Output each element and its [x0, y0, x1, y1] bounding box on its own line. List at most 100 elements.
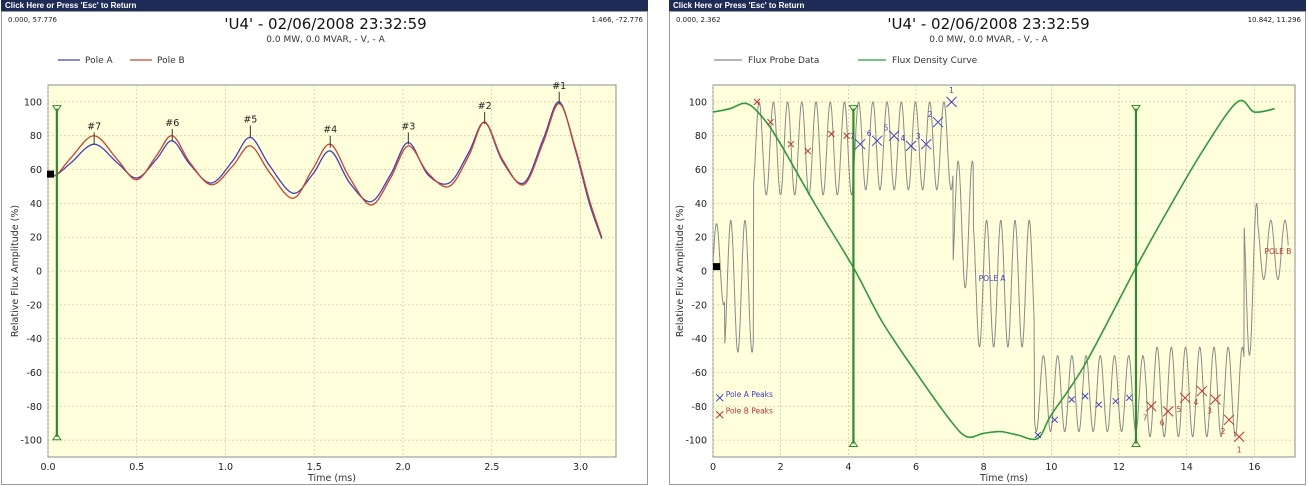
cursor-handle	[713, 263, 720, 271]
y-tick-label: 100	[689, 97, 707, 108]
y-tick-label: 40	[695, 199, 707, 210]
y-tick-label: 100	[24, 97, 42, 108]
pole-b-peak-marker	[1233, 431, 1245, 443]
legend-label: Pole B	[157, 56, 185, 66]
pole-b-peak-label: 7	[1143, 413, 1148, 422]
peak-label: #4	[323, 125, 337, 136]
chart-title: 'U4' - 02/06/2008 23:32:59	[224, 15, 426, 33]
pole-a-peak-marker	[946, 96, 957, 108]
grid	[712, 85, 1295, 457]
peak-label: #2	[478, 101, 492, 112]
y-tick-label: -60	[691, 368, 707, 379]
y-tick-label: 40	[30, 199, 42, 210]
x-tick-label: 2.0	[395, 462, 410, 473]
legend-label: Pole A	[85, 56, 114, 66]
pole-a-peak-marker	[1051, 416, 1059, 424]
y-tick-label: 60	[695, 165, 707, 176]
x-tick-label: 2	[778, 462, 784, 473]
x-tick-label: 1.0	[218, 462, 233, 473]
pole-b-peak-label: 1	[1237, 446, 1242, 455]
flux-probe-chart: 'U4' - 02/06/2008 23:32:59 0.0 MW, 0.0 MV…	[675, 15, 1302, 484]
pole-b-peak-marker	[1196, 385, 1208, 397]
pole-a-peak-label: 2	[928, 110, 933, 119]
return-bar-right[interactable]: Click Here or Press 'Esc' to Return	[669, 0, 1306, 11]
y-tick-label: 0	[36, 267, 42, 278]
pole-b-peak-label: 6	[1160, 418, 1165, 427]
pole-b-peak-marker	[1223, 414, 1235, 426]
pole-b-peak-label: 2	[1221, 427, 1226, 436]
pole-a-peak-label: 3	[916, 132, 921, 141]
pole-a-label: POLE A	[979, 274, 1007, 283]
pole-b-peak-marker	[1145, 400, 1157, 412]
x-tick-label: 16	[1248, 462, 1260, 473]
pole-b-legend-label: Pole B Peaks	[726, 407, 773, 416]
cursor-top-marker	[51, 105, 62, 113]
chart-panel-left: 'U4' - 02/06/2008 23:32:59 0.0 MW, 0.0 MV…	[1, 11, 648, 485]
x-tick-label: 3.0	[573, 462, 588, 473]
x-axis-label: Time (ms)	[307, 473, 356, 484]
peak-label: #7	[87, 121, 101, 132]
pole-b-label: POLE B	[1265, 247, 1292, 256]
pole-b-peak-marker	[787, 140, 795, 148]
pole-a-peak-marker	[1081, 392, 1089, 400]
cursor-bottom-marker	[51, 432, 62, 441]
pole-b-peak-marker	[828, 130, 835, 138]
x-tick-label: 0.5	[129, 462, 144, 473]
flux-density-series	[712, 99, 1275, 441]
y-tick-label: -100	[685, 436, 707, 447]
pole-b-peak-label: 5	[1177, 405, 1182, 414]
corner-left-readout: 0.000, 57.776	[8, 16, 58, 24]
pole-a-peak-marker	[1034, 431, 1042, 439]
pole-a-peak-label: 1	[949, 86, 954, 95]
pole-b-peak-marker	[1162, 405, 1174, 417]
pole-a-peak-marker	[1095, 401, 1103, 408]
pole-b-peak-marker	[1210, 394, 1221, 405]
pole-a-peak-marker	[888, 130, 900, 142]
pole-a-peak-marker	[871, 135, 883, 147]
x-tick-label: 14	[1181, 462, 1193, 473]
pole-a-peak-label: 7	[850, 132, 855, 141]
return-bar-left[interactable]: Click Here or Press 'Esc' to Return	[1, 0, 648, 11]
y-tick-label: 80	[695, 131, 707, 142]
corner-right-readout: 10.842, 11.296	[1248, 16, 1302, 24]
pole-a-peak-marker	[920, 138, 932, 150]
y-tick-label: -20	[691, 300, 707, 311]
corner-right-readout: 1.466, -72.776	[591, 16, 643, 24]
y-tick-label: -100	[20, 436, 42, 447]
peak-label: #6	[165, 118, 179, 129]
y-tick-label: -80	[26, 402, 42, 413]
x-tick-label: 0.0	[40, 462, 55, 473]
legend-label: Flux Probe Data	[748, 56, 819, 66]
x-tick-label: 10	[1045, 462, 1057, 473]
cursor-bottom-marker	[1131, 439, 1141, 447]
pole-b-peak-label: 3	[1207, 407, 1212, 416]
pole-a-peak-marker	[854, 138, 866, 150]
pole-a-peak-marker	[1068, 396, 1076, 403]
chart-panel-right: 'U4' - 02/06/2008 23:32:59 0.0 MW, 0.0 MV…	[669, 11, 1306, 485]
pole-b-legend-marker	[715, 410, 724, 419]
pole-a-legend-marker	[715, 393, 724, 402]
chart-title: 'U4' - 02/06/2008 23:32:59	[887, 15, 1089, 33]
pole-a-peak-label: 4	[901, 134, 906, 143]
x-axis-label: Time (ms)	[979, 473, 1028, 484]
cursor-handle	[47, 170, 54, 178]
chart-subtitle: 0.0 MW, 0.0 MVAR, - V, - A	[929, 35, 1048, 45]
x-tick-label: 0	[710, 462, 716, 473]
y-tick-label: 20	[695, 233, 707, 244]
pole-b-peak-marker	[753, 98, 761, 106]
y-axis-label: Relative Flux Amplitude (%)	[675, 205, 686, 337]
y-tick-label: -60	[26, 368, 42, 379]
pole-b-peak-marker	[843, 132, 851, 140]
x-tick-label: 12	[1113, 462, 1125, 473]
pole-a-peak-marker	[905, 140, 917, 152]
y-axis-label: Relative Flux Amplitude (%)	[10, 205, 21, 337]
legend-label: Flux Density Curve	[892, 56, 978, 66]
peak-label: #1	[552, 81, 566, 92]
grid	[47, 85, 616, 457]
chart-subtitle: 0.0 MW, 0.0 MVAR, - V, - A	[266, 35, 385, 45]
pole-a-peak-marker	[1125, 394, 1133, 402]
pole-b-peak-marker	[804, 147, 812, 155]
pole-a-peak-label: 6	[867, 129, 872, 138]
y-tick-label: 60	[30, 165, 42, 176]
y-tick-label: -80	[691, 402, 707, 413]
